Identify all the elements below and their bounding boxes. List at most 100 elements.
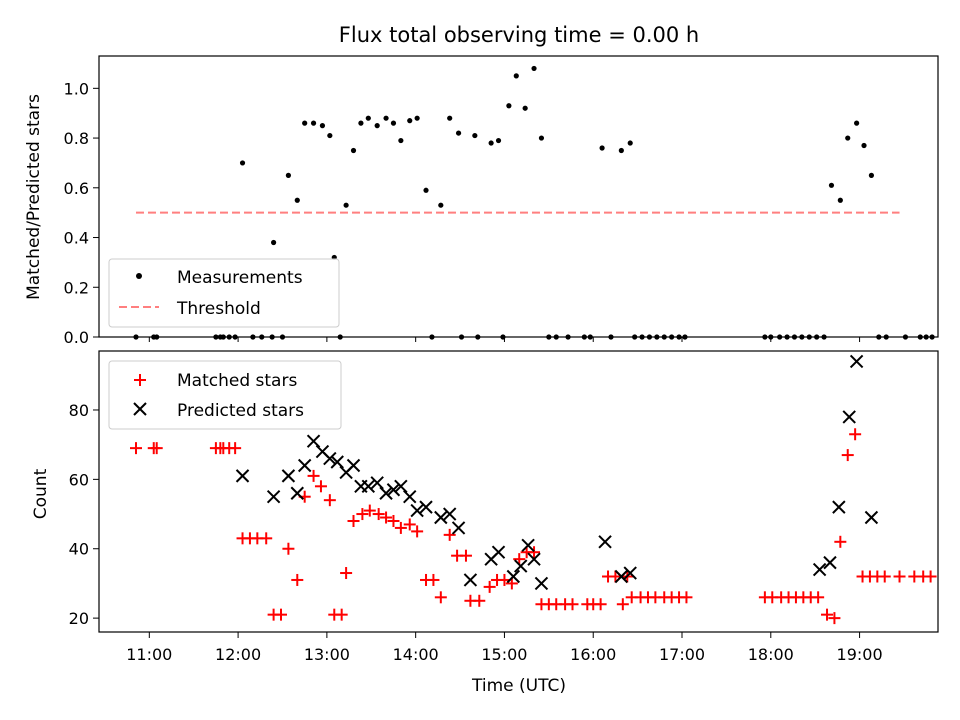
matched-star-point xyxy=(834,535,847,548)
measurement-point xyxy=(599,145,605,151)
x-tick-label: 11:00 xyxy=(126,645,172,664)
measurement-point xyxy=(495,137,502,144)
matched-legend-marker xyxy=(134,374,146,386)
measurement-point xyxy=(531,65,537,72)
x-axis-label: Time (UTC) xyxy=(471,676,566,696)
measurement-point xyxy=(398,137,404,144)
matched-star-point xyxy=(340,567,353,580)
matched-star-point xyxy=(291,573,304,586)
matched-star-point xyxy=(282,542,295,555)
measurement-point xyxy=(618,147,624,154)
predicted-star-point xyxy=(812,562,827,577)
predicted-star-point xyxy=(842,410,856,424)
measurement-point xyxy=(472,132,478,139)
measurement-point xyxy=(407,118,413,124)
matched-star-point xyxy=(528,546,541,559)
top-legend: Measurements Threshold xyxy=(108,258,340,328)
matched-star-point xyxy=(812,591,825,604)
bottom-y-tick-label: 80 xyxy=(69,401,89,420)
matched-star-point xyxy=(229,442,242,455)
predicted-star-point xyxy=(823,555,837,570)
matched-star-point xyxy=(314,480,327,493)
predicted-star-point xyxy=(521,538,535,552)
predicted-star-point xyxy=(506,569,521,584)
measurement-point xyxy=(350,147,357,154)
matched-star-point xyxy=(380,511,393,524)
measurement-point xyxy=(271,239,277,246)
matched-star-point xyxy=(323,494,336,507)
matched-star-point xyxy=(483,580,496,593)
top-y-tick-label: 0.6 xyxy=(64,179,89,198)
chart-title: Flux total observing time = 0.00 h xyxy=(339,23,699,47)
predicted-star-point xyxy=(849,354,864,369)
predicted-star-point xyxy=(290,486,304,500)
x-tick-label: 15:00 xyxy=(481,645,527,664)
predicted-star-point xyxy=(614,569,629,584)
x-tick-label: 18:00 xyxy=(748,645,794,664)
measurements-legend-marker xyxy=(136,273,142,279)
measurement-point xyxy=(522,105,528,111)
top-y-tick-label: 1.0 xyxy=(64,79,89,98)
predicted-star-point xyxy=(451,521,466,535)
measurement-point xyxy=(828,182,835,188)
predicted-star-point xyxy=(491,545,506,559)
predicted-star-point xyxy=(442,507,457,521)
matched-star-point xyxy=(347,514,360,527)
top-axes-frame xyxy=(98,55,939,338)
predicted-star-point xyxy=(266,489,281,504)
measurement-point xyxy=(285,172,292,178)
predicted-star-point xyxy=(361,479,376,494)
matched-star-point xyxy=(372,508,385,521)
predicted-star-point xyxy=(864,510,879,525)
matched-star-point xyxy=(394,521,407,534)
predicted-star-point xyxy=(410,503,424,518)
measurement-point xyxy=(302,120,308,126)
measurement-point xyxy=(513,73,519,79)
measurement-point xyxy=(327,132,333,139)
x-tick-label: 13:00 xyxy=(304,645,350,664)
measurement-point xyxy=(447,115,453,121)
measurement-point xyxy=(390,120,397,126)
top-y-axis-label: Matched/Predicted stars xyxy=(24,94,44,300)
bottom-legend: Matched stars Predicted stars xyxy=(108,360,342,430)
x-tick-label: 16:00 xyxy=(570,645,616,664)
matched-star-point xyxy=(150,442,163,455)
measurement-point xyxy=(319,123,326,129)
matched-star-point xyxy=(841,449,854,462)
matched-star-point xyxy=(849,428,862,441)
x-tick-label: 19:00 xyxy=(837,645,883,664)
matched-star-point xyxy=(427,573,440,586)
predicted-legend-marker xyxy=(133,402,147,416)
matched-star-point xyxy=(828,612,841,625)
bottom-y-tick-label: 60 xyxy=(69,470,89,489)
top-y-tick-label: 0.0 xyxy=(64,328,89,347)
top-legend-box xyxy=(108,258,340,328)
measurement-point xyxy=(488,140,494,146)
matched-star-point xyxy=(594,598,607,611)
measurement-point xyxy=(239,160,246,166)
threshold-legend-label: Threshold xyxy=(176,299,261,319)
matched-star-point xyxy=(616,598,629,611)
measurement-point xyxy=(627,140,633,146)
predicted-star-point xyxy=(306,434,321,448)
predicted-star-point xyxy=(346,458,361,473)
measurements-legend-label: Measurements xyxy=(177,268,303,288)
predicted-star-point xyxy=(297,458,312,473)
matched-star-point xyxy=(924,570,937,583)
matched-legend-label: Matched stars xyxy=(177,371,297,391)
measurement-point xyxy=(845,135,851,141)
predicted-star-point xyxy=(281,469,296,483)
matched-star-point xyxy=(260,532,273,545)
measurement-point xyxy=(455,130,462,136)
matched-star-point xyxy=(443,528,456,541)
measurement-point xyxy=(310,120,317,126)
x-tick-label: 12:00 xyxy=(215,645,261,664)
matched-star-point xyxy=(387,514,400,527)
predicted-star-point xyxy=(330,455,344,469)
predicted-star-point xyxy=(379,486,393,500)
top-y-tick-label: 0.4 xyxy=(64,229,89,248)
measurement-point xyxy=(374,123,380,129)
predicted-legend-label: Predicted stars xyxy=(177,401,304,421)
predicted-star-point xyxy=(235,469,250,483)
